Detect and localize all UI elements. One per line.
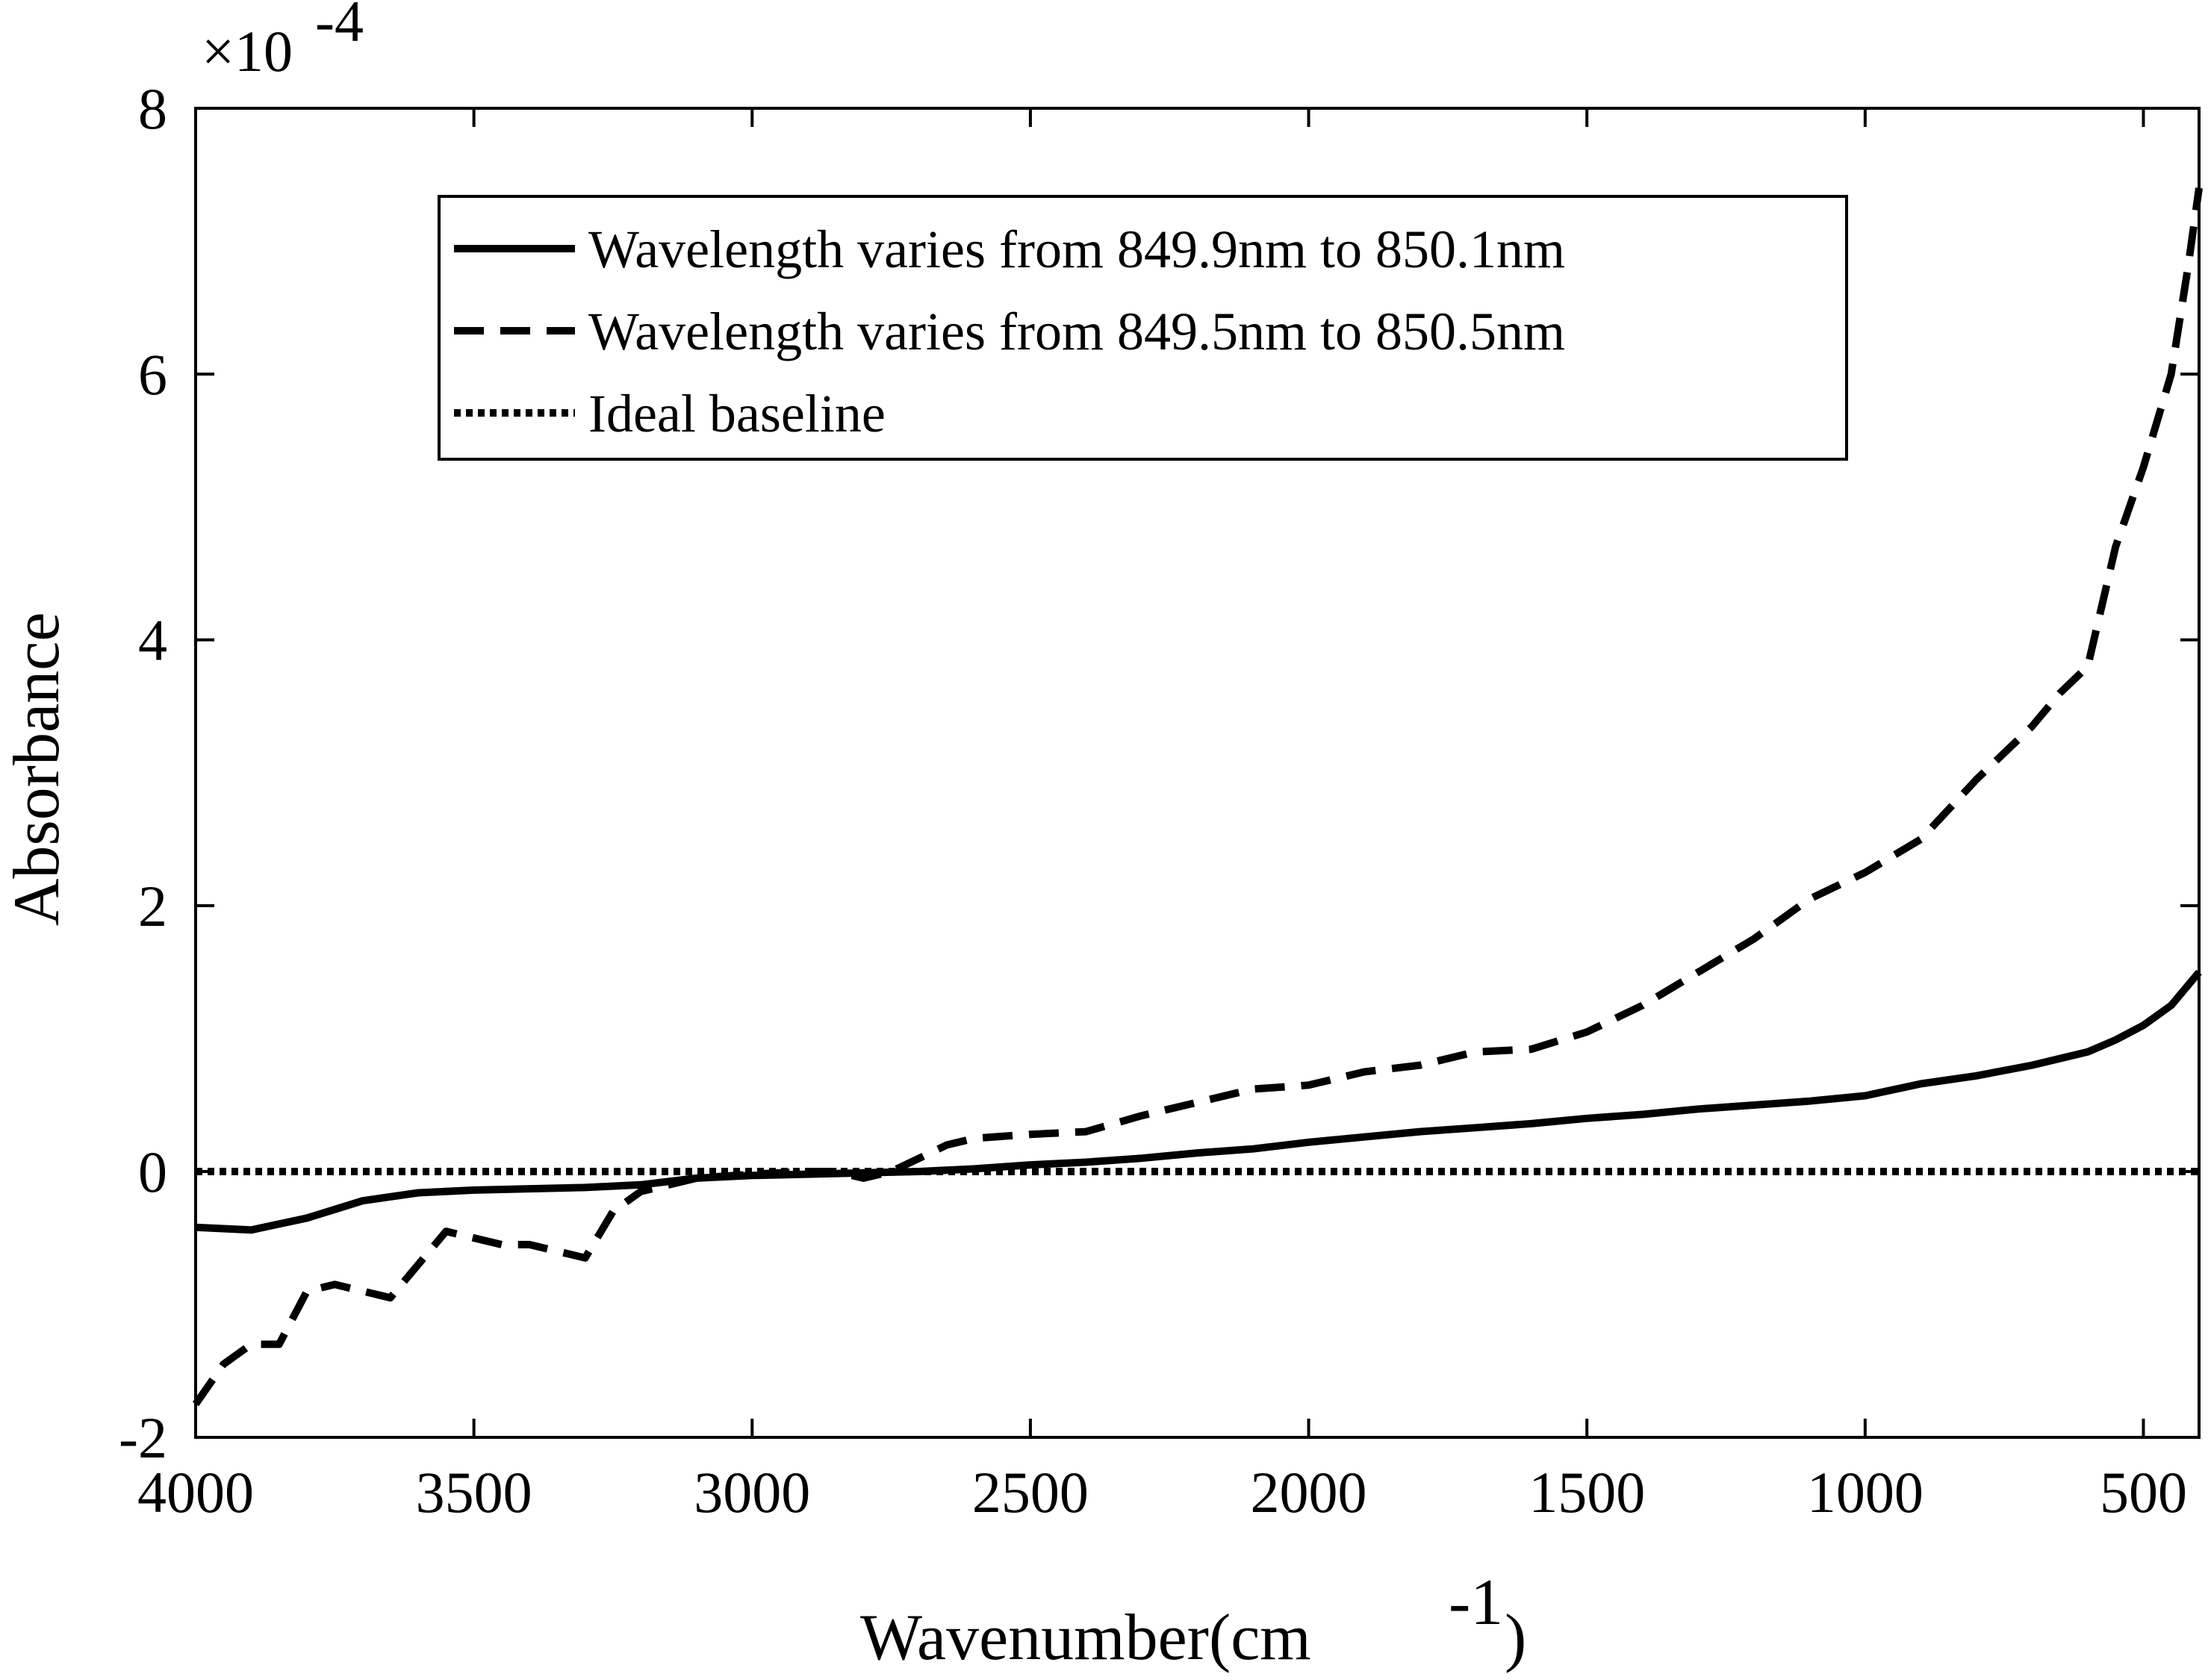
x-axis-ticks: 4000 3500 3000 2500 2000 1500 1000 500	[137, 108, 2187, 1525]
x-tick-label: 2500	[972, 1460, 1089, 1525]
x-tick-label: 1000	[1807, 1460, 1924, 1525]
plot-area-frame	[194, 107, 2201, 1439]
legend-label: Ideal baseline	[588, 384, 886, 444]
x-tick-label: 3500	[416, 1460, 532, 1525]
legend-box	[438, 195, 1848, 461]
x-axis-title-superscript: -1	[1449, 1567, 1503, 1639]
y-tick-label: -2	[119, 1405, 167, 1470]
x-tick-label: 1500	[1529, 1460, 1645, 1525]
y-multiplier-prefix: ×10	[202, 19, 293, 84]
y-tick-label: 4	[138, 608, 167, 673]
legend-entries: Wavelength varies from 849.9nm to 850.1n…	[454, 220, 1565, 444]
y-axis-multiplier: ×10 -4	[202, 0, 364, 84]
y-tick-label: 2	[138, 874, 167, 939]
x-axis-title-close: )	[1505, 1602, 1526, 1674]
legend-label: Wavelength varies from 849.5nm to 850.5n…	[588, 302, 1565, 361]
series-line-solid	[195, 969, 2202, 1234]
x-axis-title-main: Wavenumber(cm	[860, 1602, 1311, 1674]
x-tick-label: 4000	[137, 1460, 254, 1525]
x-axis-title: Wavenumber(cm -1 )	[860, 1567, 1526, 1674]
x-tick-label: 500	[2100, 1460, 2187, 1525]
x-tick-label: 2000	[1251, 1460, 1367, 1525]
y-tick-label: 0	[138, 1139, 167, 1204]
y-tick-label: 8	[138, 76, 167, 141]
y-axis-title: Absorbance	[1, 612, 73, 926]
series-line-dashed	[192, 187, 2203, 1407]
legend: Wavelength varies from 849.9nm to 850.1n…	[438, 195, 1848, 461]
legend-label: Wavelength varies from 849.9nm to 850.1n…	[588, 220, 1565, 279]
x-tick-label: 3000	[694, 1460, 810, 1525]
y-axis-ticks: -2 0 2 4 6 8	[119, 76, 2199, 1470]
y-multiplier-exponent: -4	[315, 0, 364, 54]
series-layer	[192, 187, 2203, 1407]
y-tick-label: 6	[138, 342, 167, 407]
